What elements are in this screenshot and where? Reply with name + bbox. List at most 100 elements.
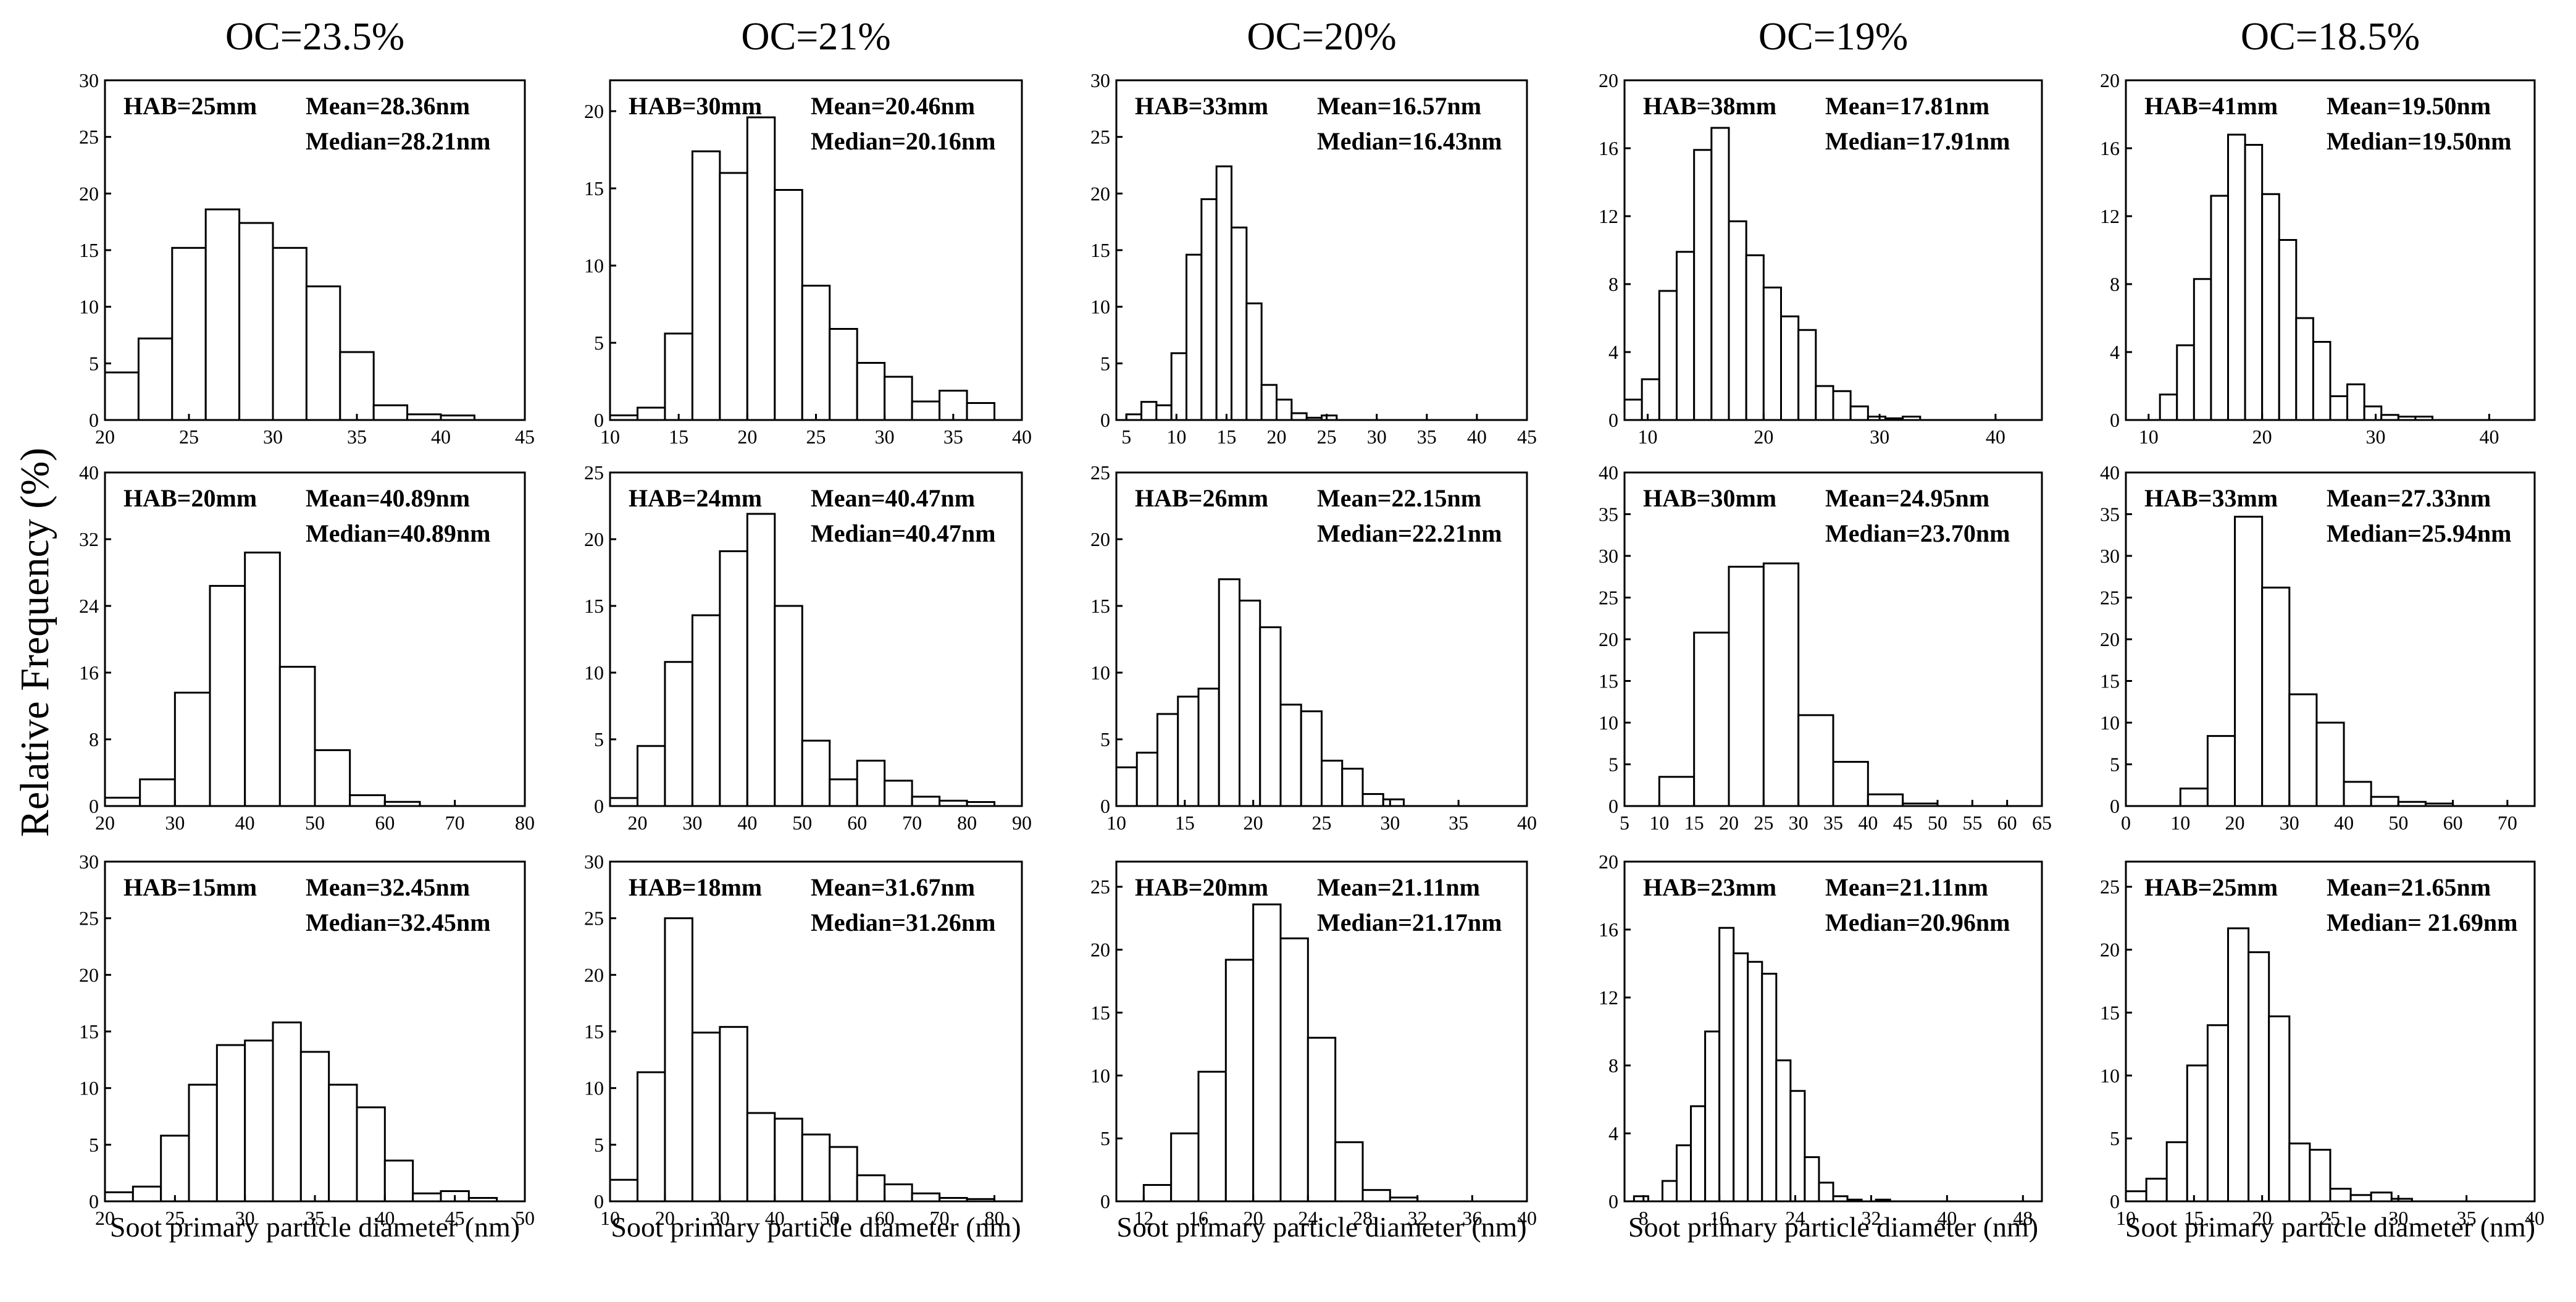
histogram-bar [339, 351, 375, 421]
x-tick-label: 40 [1937, 1207, 1957, 1229]
x-tick-label: 40 [765, 1207, 785, 1229]
hab-label: HAB=15mm [123, 873, 257, 901]
y-tick-label: 8 [1608, 273, 1618, 295]
histogram-bar [1197, 1070, 1227, 1203]
histogram-bar [1710, 127, 1730, 421]
histogram-bar [1797, 329, 1817, 421]
histogram-bar [746, 1112, 776, 1203]
histogram-bar [884, 779, 913, 807]
histogram-bar [2186, 1064, 2209, 1203]
column-title: OC=18.5% [2241, 14, 2420, 58]
histogram-bar [137, 337, 174, 421]
y-tick-label: 5 [1100, 352, 1110, 374]
histogram-bar [966, 402, 996, 421]
histogram-bar [2261, 586, 2291, 807]
hab-label: HAB=25mm [2144, 873, 2278, 901]
x-tick-label: 16 [1710, 1207, 1729, 1229]
histogram-bar [884, 1183, 913, 1203]
histogram-bar [383, 1159, 414, 1203]
x-tick-label: 30 [165, 812, 185, 834]
y-tick-label: 16 [1599, 137, 1618, 159]
y-tick-label: 20 [2100, 939, 2120, 961]
y-tick-label: 0 [89, 1190, 99, 1212]
mean-label: Mean=22.15nm [1317, 484, 1481, 512]
histogram-bar [1245, 302, 1263, 421]
y-tick-label: 10 [1090, 296, 1110, 318]
hab-label: HAB=38mm [1643, 92, 1776, 120]
histogram-bar [1733, 952, 1749, 1203]
y-tick-label: 4 [2110, 341, 2120, 363]
histogram-bar [1279, 937, 1309, 1203]
histogram-bar [1775, 1059, 1792, 1203]
x-tick-label: 30 [2388, 1207, 2408, 1229]
x-axis-labels: Soot primary particle diameter (nm) Soot … [110, 1211, 2535, 1243]
x-tick-label: 45 [445, 1207, 465, 1229]
y-tick-label: 10 [1090, 1064, 1110, 1086]
y-tick-label: 15 [2100, 670, 2120, 692]
histogram-bar [1290, 412, 1308, 421]
histogram-panel: 20 25 30 35 40 45 50 0 5 10 15 20 25 30 HAB=15mm Mean=3… [79, 850, 535, 1229]
histogram-bar [1832, 760, 1869, 807]
y-tick-label: 32 [79, 528, 99, 550]
histogram-bar [204, 208, 241, 421]
histogram-bar [1693, 631, 1730, 807]
histogram-bar [1224, 959, 1255, 1203]
histogram-bar [1789, 1090, 1806, 1203]
x-tick-label: 70 [2498, 812, 2517, 834]
histogram-bar [719, 550, 748, 807]
histogram-bar [1197, 687, 1220, 807]
x-tick-label: 30 [682, 812, 702, 834]
histogram-bar [2244, 144, 2264, 421]
histogram-bar [1186, 253, 1203, 421]
x-tick-label: 10 [1106, 812, 1126, 834]
y-tick-label: 0 [1608, 795, 1618, 817]
x-tick-label: 10 [2116, 1207, 2136, 1229]
histogram-bar [856, 760, 886, 807]
x-tick-label: 40 [431, 426, 451, 448]
x-tick-label: 60 [847, 812, 867, 834]
histogram-bar [1728, 566, 1765, 807]
histogram-bar [1259, 626, 1282, 807]
hab-label: HAB=20mm [123, 484, 257, 512]
y-tick-label: 30 [79, 850, 99, 873]
y-tick-label: 25 [584, 461, 604, 484]
hab-label: HAB=30mm [629, 92, 762, 120]
x-axis-label: Soot primary particle diameter (nm) [2125, 1211, 2535, 1243]
x-tick-label: 16 [1189, 1207, 1208, 1229]
histogram-bar [1623, 398, 1643, 421]
y-tick-label: 20 [1090, 939, 1110, 961]
y-tick-label: 5 [1608, 754, 1618, 776]
histogram-panel: 10 20 30 40 0 4 8 12 16 20 HAB=38mm Mean=17.81nm Med… [1599, 69, 2043, 448]
histogram-bar [2145, 1177, 2168, 1203]
histogram-panel: 10 20 30 40 50 60 70 80 0 5 10 15 20 25 30 HAB=18mm Mean… [584, 850, 1023, 1229]
histogram-bar [2370, 796, 2399, 807]
histogram-bar [1361, 1189, 1391, 1203]
y-tick-label: 15 [584, 1020, 604, 1043]
histogram-panel: 10 15 20 25 30 35 40 0 5 10 15 20 HAB=30mm Mean=20.46… [584, 79, 1032, 448]
x-tick-label: 40 [2525, 1207, 2545, 1229]
histogram-bar [215, 1044, 246, 1203]
hab-label: HAB=18mm [629, 873, 762, 901]
mean-label: Mean=21.11nm [1317, 873, 1480, 901]
x-tick-label: 5 [1121, 426, 1131, 448]
median-label: Median=23.70nm [1825, 519, 2010, 547]
y-tick-label: 10 [1090, 662, 1110, 684]
x-tick-label: 40 [2334, 812, 2354, 834]
histogram-bar [636, 1071, 666, 1203]
histogram-bar [305, 285, 341, 421]
y-tick-label: 20 [2100, 69, 2120, 91]
histogram-bar [856, 362, 886, 421]
histogram-bar [1658, 776, 1696, 807]
histogram-bar [1300, 710, 1323, 807]
histogram-bar [2159, 393, 2178, 421]
y-tick-label: 25 [2100, 587, 2120, 609]
x-tick-label: 36 [1462, 1207, 1482, 1229]
x-tick-label: 50 [1928, 812, 1947, 834]
x-tick-label: 30 [1380, 812, 1400, 834]
histogram-bar [1849, 405, 1869, 421]
histogram-bar [829, 1146, 858, 1203]
histogram-bar [1718, 926, 1735, 1203]
histogram-panel: 20 30 40 50 60 70 80 90 0 5 10 15 20 25 HAB=24mm Mean=4… [584, 461, 1032, 834]
mean-label: Mean=17.81nm [1825, 92, 1989, 120]
histogram-bar [746, 513, 776, 807]
